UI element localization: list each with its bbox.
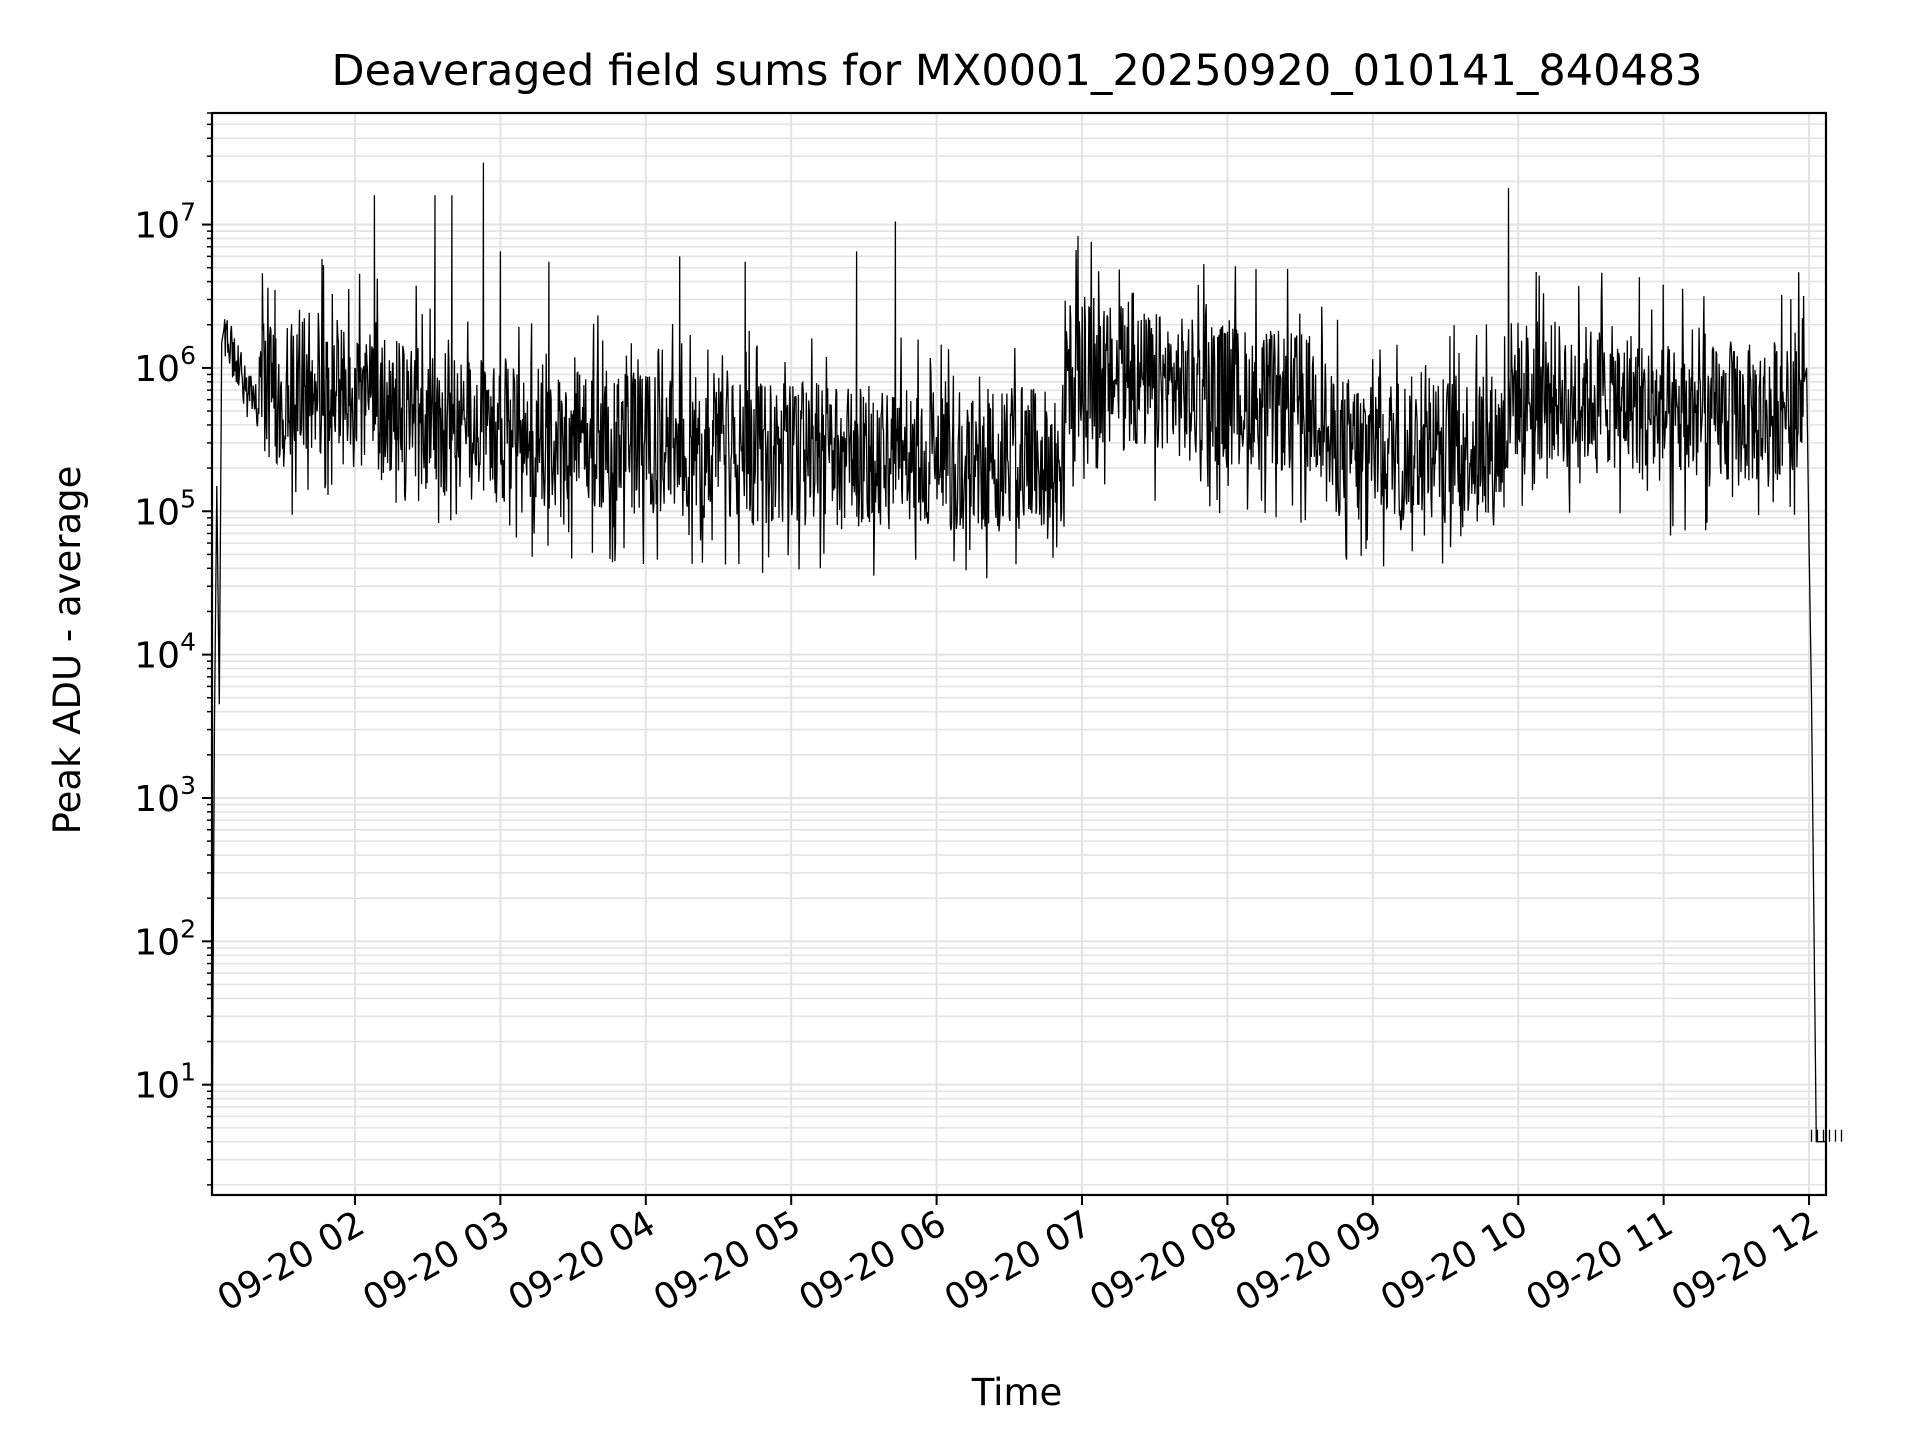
y-tick-base: 10 (134, 1066, 180, 1107)
y-tick-label: 104 (134, 628, 196, 677)
y-tick-exponent: 5 (180, 484, 196, 513)
y-tick-base: 10 (134, 206, 180, 247)
y-tick-exponent: 6 (180, 341, 196, 370)
y-tick-label: 103 (134, 771, 196, 820)
y-tick-label: 102 (134, 914, 196, 963)
y-tick-exponent: 7 (180, 198, 196, 227)
y-tick-label: 106 (134, 341, 196, 390)
y-tick-exponent: 3 (180, 771, 196, 800)
grid (212, 112, 1826, 1195)
y-tick-base: 10 (134, 349, 180, 390)
y-axis-label: Peak ADU - average (46, 466, 89, 835)
y-tick-label: 105 (134, 484, 196, 533)
y-tick-base: 10 (134, 779, 180, 820)
series-line (211, 162, 1843, 1185)
chart-title: Deaveraged field sums for MX0001_2025092… (331, 46, 1702, 96)
y-tick-label: 101 (134, 1058, 196, 1107)
y-tick-exponent: 4 (180, 628, 196, 657)
y-tick-base: 10 (134, 492, 180, 533)
x-axis-label: Time (971, 1371, 1063, 1414)
y-tick-exponent: 1 (180, 1058, 196, 1087)
y-tick-base: 10 (134, 636, 180, 677)
y-tick-label: 107 (134, 198, 196, 247)
y-tick-exponent: 2 (180, 914, 196, 943)
y-tick-base: 10 (134, 922, 180, 963)
series-layer (211, 162, 1843, 1185)
